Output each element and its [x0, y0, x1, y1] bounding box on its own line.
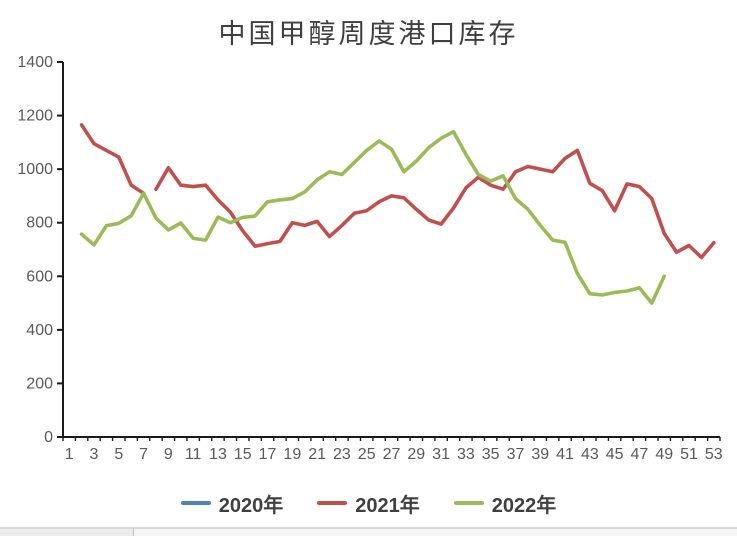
- x-axis-label: 1: [65, 446, 74, 463]
- x-axis-label: 37: [507, 446, 525, 463]
- x-axis-label: 3: [90, 446, 99, 463]
- y-axis-label: 200: [26, 375, 53, 392]
- legend-label: 2021年: [355, 494, 420, 517]
- x-axis-label: 53: [705, 446, 723, 463]
- x-axis-label: 31: [432, 446, 450, 463]
- sheet-row-top-border: [0, 527, 737, 529]
- x-axis-label: 19: [283, 446, 301, 463]
- x-axis-label: 17: [259, 446, 277, 463]
- y-axis-label: 800: [26, 215, 53, 232]
- x-axis-label: 23: [333, 446, 351, 463]
- sheet-cell-left: [0, 529, 133, 536]
- x-axis-label: 51: [680, 446, 698, 463]
- x-axis-label: 35: [482, 446, 500, 463]
- chart-title: 中国甲醇周度港口库存: [218, 19, 519, 49]
- x-axis-label: 25: [358, 446, 376, 463]
- x-axis-label: 11: [185, 446, 202, 463]
- sheet-cell-divider: [133, 528, 134, 536]
- x-axis-label: 21: [308, 446, 326, 463]
- legend-label: 2022年: [491, 494, 557, 517]
- x-axis-label: 41: [556, 446, 574, 463]
- legend-label: 2020年: [218, 494, 284, 517]
- series-line-2021[interactable]: [79, 123, 146, 196]
- x-axis-label: 5: [114, 446, 123, 463]
- legend-line-swatch: [453, 501, 484, 505]
- y-axis-label: 400: [26, 322, 53, 339]
- legend-item-2022[interactable]: 2022年: [453, 489, 557, 518]
- x-axis-label: 9: [164, 446, 173, 463]
- x-axis-label: 13: [209, 446, 227, 463]
- legend-item-2021[interactable]: 2021年: [317, 489, 420, 518]
- x-axis-label: 15: [234, 446, 252, 463]
- y-axis-label: 0: [44, 429, 53, 446]
- y-axis-label: 1200: [17, 108, 53, 125]
- x-axis-label: 45: [606, 446, 624, 463]
- series-line-2021[interactable]: [154, 148, 716, 260]
- sheet-cell-right: [134, 529, 737, 536]
- x-axis-label: 33: [457, 446, 475, 463]
- series-line-2022[interactable]: [79, 129, 667, 305]
- x-axis-label: 7: [139, 446, 148, 463]
- chart-legend: 2020年 2021年 2022年: [0, 487, 737, 519]
- legend-line-swatch: [317, 501, 348, 505]
- x-axis-label: 43: [581, 446, 599, 463]
- legend-line-swatch: [180, 501, 211, 505]
- x-axis-label: 47: [631, 446, 649, 463]
- legend-item-2020[interactable]: 2020年: [180, 489, 284, 518]
- y-axis-label: 1000: [17, 161, 53, 178]
- x-axis-label: 39: [531, 446, 549, 463]
- x-axis-label: 27: [383, 446, 401, 463]
- x-axis-label: 49: [655, 446, 673, 463]
- x-axis-label: 29: [407, 446, 425, 463]
- y-axis-label: 1400: [17, 54, 53, 71]
- y-axis-label: 600: [26, 268, 53, 285]
